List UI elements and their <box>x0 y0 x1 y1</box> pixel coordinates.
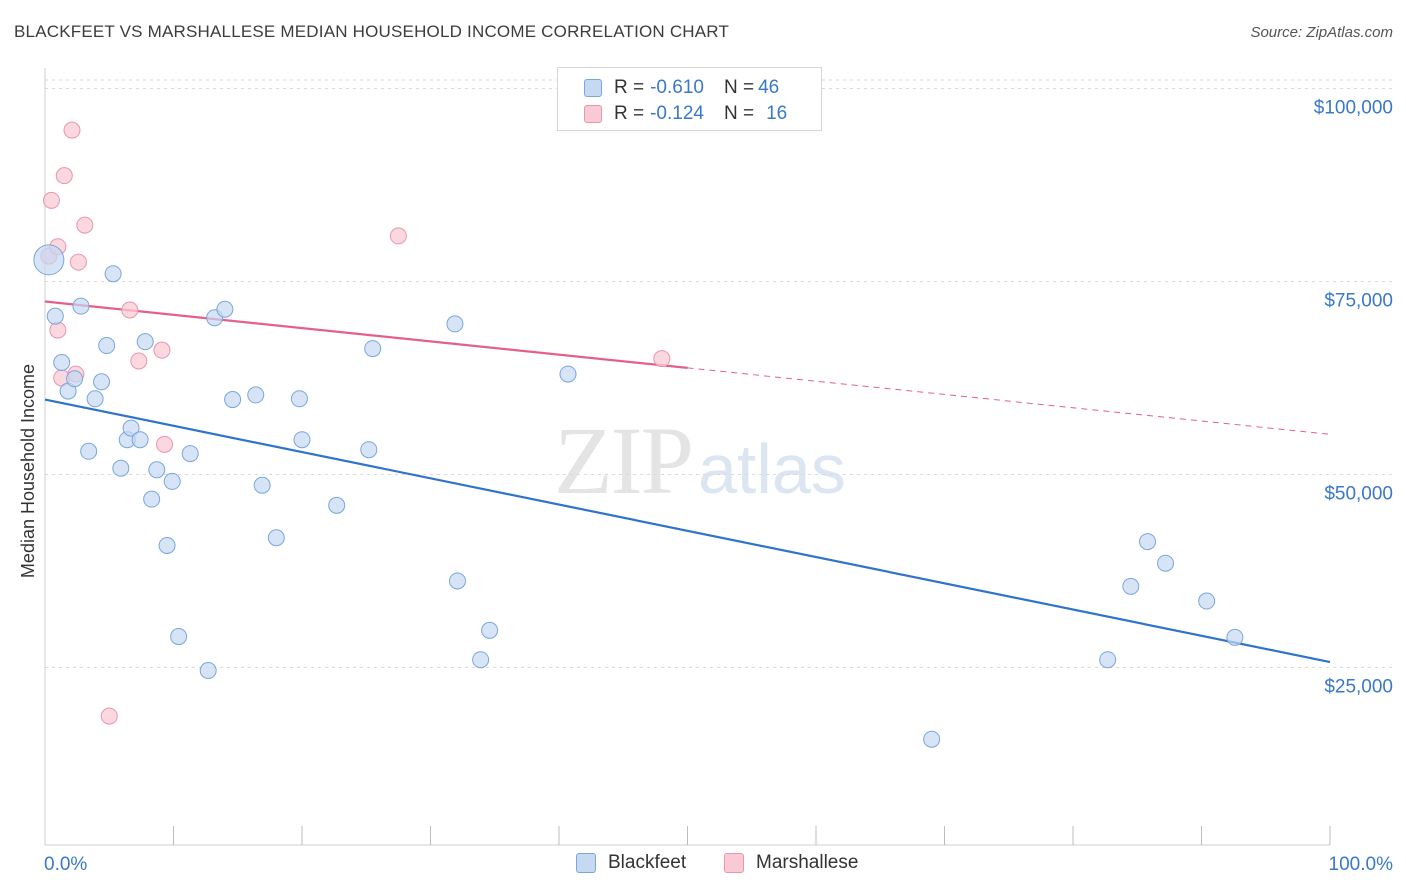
blackfeet-point <box>136 333 154 351</box>
legend-label-marshallese: Marshallese <box>756 852 859 873</box>
blackfeet-point <box>170 628 188 646</box>
blackfeet-point <box>293 431 311 449</box>
legend-label-blackfeet: Blackfeet <box>608 852 687 873</box>
blackfeet-point <box>148 461 166 479</box>
chart-title: BLACKFEET VS MARSHALLESE MEDIAN HOUSEHOL… <box>14 22 730 41</box>
marshallese-point <box>653 350 671 368</box>
blackfeet-legend-icon <box>576 853 596 873</box>
blackfeet-point <box>1198 592 1216 610</box>
marshallese-point <box>100 707 118 725</box>
legend-item-blackfeet[interactable]: Blackfeet <box>576 852 686 874</box>
legend-row-marshallese: R = -0.124 N = 16 <box>584 102 787 126</box>
marshallese-point <box>42 191 60 209</box>
marshallese-point <box>55 167 73 185</box>
trend-layer <box>44 300 1331 664</box>
marshallese-point <box>156 435 174 453</box>
blackfeet-point <box>112 459 130 477</box>
legend-r-value: -0.610 <box>650 77 704 98</box>
y-tick-label: $25,000 <box>1324 676 1393 697</box>
blackfeet-point <box>93 373 111 391</box>
points-layer <box>33 121 1244 748</box>
blackfeet-point <box>131 431 149 449</box>
blackfeet-swatch-icon <box>584 79 602 97</box>
marshallese-legend-icon <box>724 853 744 873</box>
labels-layer: $25,000 $50,000 $75,000 $100,000 0.0% 100.0% M… <box>18 97 1393 875</box>
axes-layer <box>44 68 1331 846</box>
blackfeet-point <box>122 419 140 437</box>
blackfeet-point <box>446 315 464 333</box>
blackfeet-point <box>472 651 490 669</box>
grid-layer <box>45 79 1394 668</box>
y-tick-label: $75,000 <box>1324 290 1393 311</box>
y-axis-title: Median Household Income <box>18 364 38 578</box>
y-tick-label: $100,000 <box>1314 97 1393 118</box>
marshallese-point <box>49 321 67 339</box>
x-tick-label: 0.0% <box>44 854 87 875</box>
blackfeet-point <box>163 472 181 490</box>
blackfeet-point <box>1099 651 1117 669</box>
blackfeet-point <box>86 390 104 408</box>
correlation-legend: R = -0.610 N = 46 R = -0.124 N = 16 <box>557 67 822 131</box>
blackfeet-point <box>80 442 98 460</box>
marshallese-point <box>69 253 87 271</box>
blackfeet-point <box>328 496 346 514</box>
y-tick-label: $50,000 <box>1324 483 1393 504</box>
marshallese-point <box>153 341 171 359</box>
series-legend: Blackfeet Marshallese <box>0 852 1406 876</box>
legend-n-value: 46 <box>758 77 780 98</box>
marshallese-trend-line <box>44 300 688 369</box>
blackfeet-point <box>253 476 271 494</box>
x-tick-label: 100.0% <box>1329 854 1394 875</box>
legend-r-label: R = <box>614 103 645 124</box>
blackfeet-trend-line <box>44 398 1331 664</box>
blackfeet-point <box>66 370 84 388</box>
blackfeet-point <box>247 386 265 404</box>
marshallese-point <box>121 301 139 319</box>
blackfeet-point <box>199 662 217 680</box>
blackfeet-point <box>46 307 64 325</box>
blackfeet-point <box>53 354 71 371</box>
watermark-zip: ZIP <box>554 407 694 514</box>
blackfeet-point <box>364 340 382 358</box>
blackfeet-point <box>72 297 90 315</box>
legend-row-blackfeet: R = -0.610 N = 46 <box>584 76 779 100</box>
blackfeet-point <box>143 490 161 508</box>
blackfeet-point <box>360 441 378 459</box>
marshallese-point <box>389 227 407 245</box>
legend-n-label: N = <box>723 103 755 124</box>
legend-item-marshallese[interactable]: Marshallese <box>724 852 858 874</box>
legend-r-label: R = <box>614 77 645 98</box>
legend-n-value: 16 <box>766 103 788 124</box>
blackfeet-point <box>33 244 65 276</box>
blackfeet-point <box>104 265 122 283</box>
blackfeet-point <box>448 572 466 590</box>
blackfeet-point <box>1226 628 1244 646</box>
marshallese-point <box>76 216 94 234</box>
marshallese-trend-extension <box>687 367 1331 435</box>
blackfeet-point <box>1139 533 1157 551</box>
marshallese-swatch-icon <box>584 105 602 123</box>
blackfeet-point <box>216 300 234 318</box>
legend-n-label: N = <box>723 77 755 98</box>
marshallese-point <box>130 352 148 370</box>
source-label: Source: ZipAtlas.com <box>1250 24 1393 41</box>
blackfeet-point <box>158 536 176 554</box>
watermark: ZIPatlas <box>554 405 846 516</box>
blackfeet-point <box>481 621 499 639</box>
marshallese-point <box>63 121 81 139</box>
blackfeet-point <box>267 529 285 547</box>
blackfeet-point <box>290 390 308 408</box>
blackfeet-point <box>923 730 941 748</box>
blackfeet-point <box>98 337 116 355</box>
blackfeet-point <box>224 391 242 409</box>
blackfeet-point <box>1157 554 1175 572</box>
legend-r-value: -0.124 <box>650 103 704 124</box>
blackfeet-point <box>1122 577 1140 595</box>
blackfeet-point <box>559 365 577 383</box>
blackfeet-point <box>181 445 199 463</box>
watermark-atlas: atlas <box>698 430 846 508</box>
